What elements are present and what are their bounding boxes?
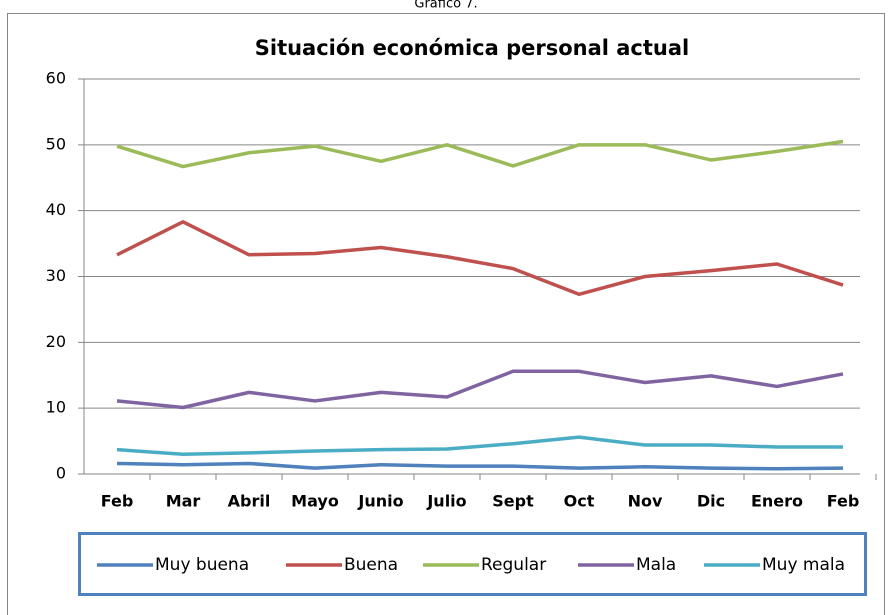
series-line	[116, 435, 843, 456]
chart-title: Situación económica personal actual	[255, 36, 690, 60]
y-tick-label: 30	[46, 266, 66, 285]
y-tick-label: 50	[46, 134, 66, 153]
x-tick-label: Feb	[827, 492, 860, 511]
series-line	[116, 369, 844, 410]
x-tick-label: Oct	[564, 492, 595, 511]
legend-label: Mala	[636, 555, 676, 575]
legend-box	[78, 532, 867, 596]
series-line	[116, 220, 844, 297]
series-line	[116, 461, 844, 471]
x-tick-label: Feb	[101, 492, 134, 511]
x-tick-label: Enero	[751, 492, 803, 511]
y-tick-label: 20	[46, 332, 66, 351]
y-tick-label: 10	[46, 398, 66, 417]
legend-label: Regular	[481, 555, 546, 575]
x-tick-label: Julio	[426, 492, 466, 511]
y-tick-label: 0	[56, 464, 66, 483]
x-tick-label: Sept	[492, 492, 534, 511]
x-tick-label: Mar	[166, 492, 201, 511]
y-tick-label: 60	[46, 69, 66, 88]
legend-label: Muy mala	[762, 555, 845, 575]
series-line	[116, 139, 844, 169]
x-tick-label: Junio	[357, 492, 403, 511]
caption: Gráfico 7.	[414, 0, 477, 12]
x-tick-label: Nov	[628, 492, 663, 511]
y-tick-label: 40	[46, 200, 66, 219]
x-tick-label: Abril	[228, 492, 271, 511]
legend-label: Muy buena	[155, 555, 249, 575]
x-tick-label: Mayo	[291, 492, 339, 511]
chart-frame	[7, 13, 885, 615]
x-tick-label: Dic	[697, 492, 725, 511]
legend-label: Buena	[344, 555, 398, 575]
